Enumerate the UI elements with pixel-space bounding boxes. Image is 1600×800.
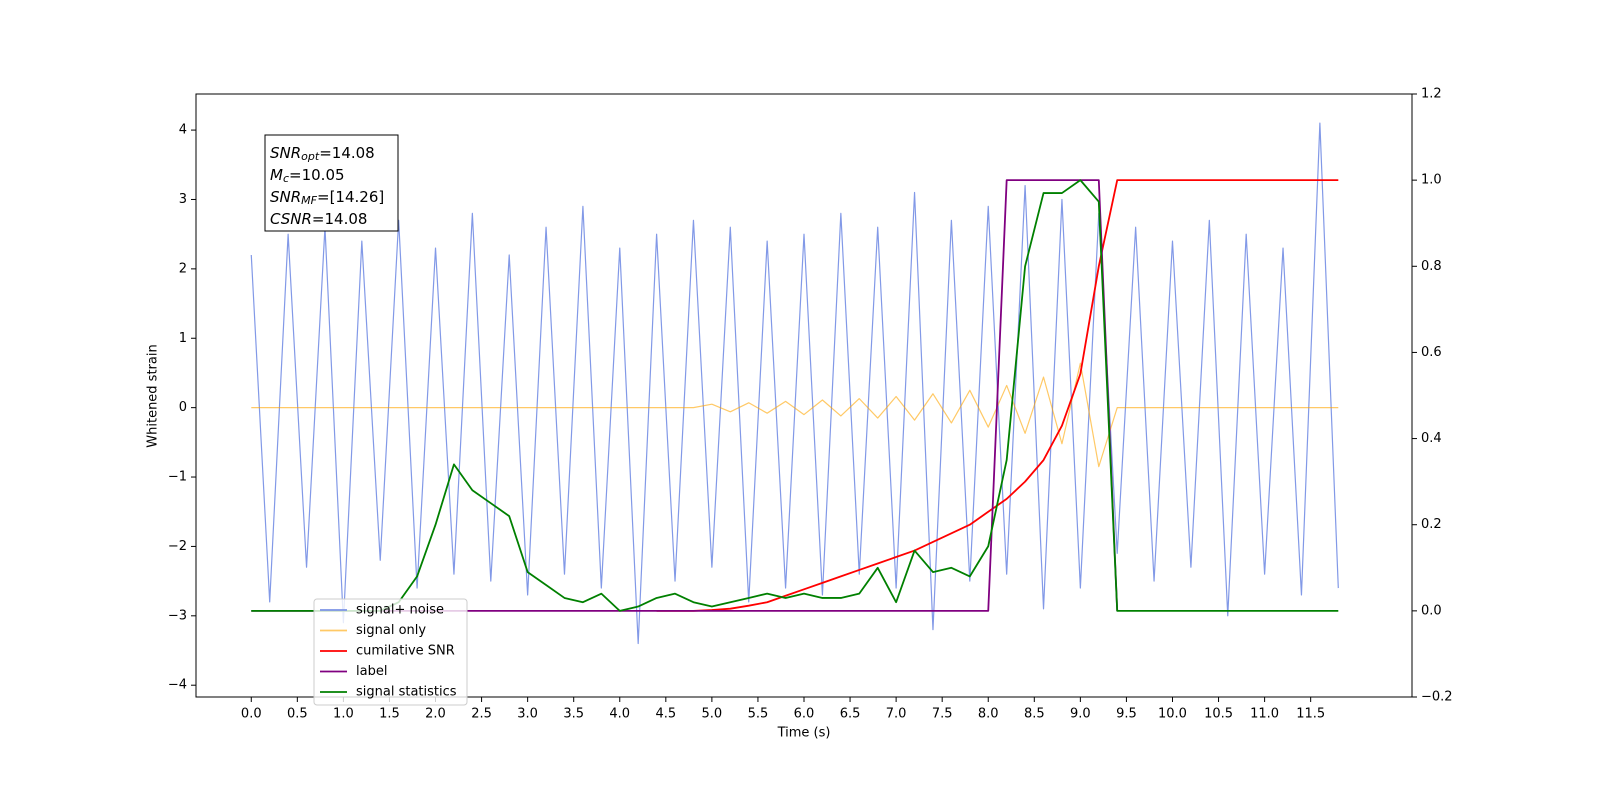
annotation-line: Mc=10.05	[270, 166, 345, 186]
x-tick-label: 8.0	[978, 707, 999, 722]
y2-tick-label: 0.0	[1421, 603, 1442, 618]
annotation-rest: =[14.26]	[317, 188, 384, 206]
annotation-sub: c	[283, 172, 289, 185]
legend: signal+ noise signal only cumilative SNR la…	[313, 598, 468, 706]
x-tick-label: 6.5	[840, 707, 861, 722]
y2-tick-label: 0.4	[1421, 431, 1442, 446]
annotation-line: SNRopt=14.08	[270, 144, 375, 164]
x-tick-label: 4.5	[655, 707, 676, 722]
y2-tick-label: 1.2	[1421, 87, 1442, 102]
y2-tick-label: 1.0	[1421, 173, 1442, 188]
legend-label: signal only	[356, 623, 426, 638]
annotation-main: SNR	[270, 144, 301, 162]
annotation-main: SNR	[270, 188, 301, 206]
x-tick-label: 7.0	[886, 707, 907, 722]
y-tick-label: −2	[168, 539, 187, 554]
x-tick-label: 2.5	[471, 707, 492, 722]
legend-box	[313, 598, 468, 706]
x-tick-label: 4.0	[609, 707, 630, 722]
y-tick-label: 0	[179, 400, 187, 415]
x-tick-label: 7.5	[932, 707, 953, 722]
annotation-sub: MF	[301, 194, 317, 207]
y2-tick-label: 0.8	[1421, 259, 1442, 274]
y-tick-label: 2	[179, 261, 187, 276]
x-axis-label: Time (s)	[777, 726, 831, 741]
x-tick-label: 5.0	[702, 707, 723, 722]
y-tick-label: −4	[168, 678, 187, 693]
annotation-line: CSNR=14.08	[270, 210, 367, 228]
y2-tick-label: 0.6	[1421, 345, 1442, 360]
legend-label: signal+ noise	[356, 603, 444, 618]
y2-tick-label: 0.2	[1421, 517, 1442, 532]
annotation-line: SNRMF=[14.26]	[270, 188, 384, 208]
y-tick-label: 4	[179, 123, 187, 138]
annotation-main: CSNR	[270, 210, 312, 228]
legend-label: label	[356, 664, 387, 679]
annotation: SNRopt=14.08Mc=10.05SNRMF=[14.26]CSNR=14…	[264, 134, 399, 232]
x-tick-label: 10.0	[1158, 707, 1187, 722]
y2-tick-label: −0.2	[1421, 690, 1453, 705]
x-tick-label: 10.5	[1204, 707, 1233, 722]
series-line	[251, 362, 1339, 468]
annotation-box	[264, 134, 399, 232]
y-tick-label: −1	[168, 470, 187, 485]
annotation-rest: =10.05	[289, 166, 345, 184]
x-tick-label: 1.0	[333, 707, 354, 722]
x-tick-label: 8.5	[1024, 707, 1045, 722]
x-tick-label: 0.0	[241, 707, 262, 722]
x-tick-label: 11.0	[1250, 707, 1279, 722]
x-tick-label: 3.0	[517, 707, 538, 722]
x-tick-label: 2.0	[425, 707, 446, 722]
x-tick-label: 9.0	[1070, 707, 1091, 722]
y-tick-label: 3	[179, 192, 187, 207]
y-tick-label: 1	[179, 331, 187, 346]
series-line	[250, 122, 1339, 645]
annotation-main: M	[270, 166, 283, 184]
x-tick-label: 3.5	[563, 707, 584, 722]
annotation-rest: =14.08	[319, 144, 375, 162]
y-tick-label: −3	[168, 608, 187, 623]
y-axis-label: Whitened strain	[146, 344, 161, 447]
x-tick-label: 11.5	[1296, 707, 1325, 722]
series-line	[251, 179, 1339, 612]
x-tick-label: 5.5	[748, 707, 769, 722]
x-tick-label: 1.5	[379, 707, 400, 722]
x-tick-label: 6.0	[794, 707, 815, 722]
x-tick-label: 0.5	[287, 707, 308, 722]
legend-label: signal statistics	[356, 685, 457, 700]
x-tick-label: 9.5	[1116, 707, 1137, 722]
annotation-rest: =14.08	[312, 210, 368, 228]
legend-label: cumilative SNR	[356, 644, 455, 659]
annotation-sub: opt	[301, 150, 320, 163]
plot-frame	[195, 93, 1413, 698]
